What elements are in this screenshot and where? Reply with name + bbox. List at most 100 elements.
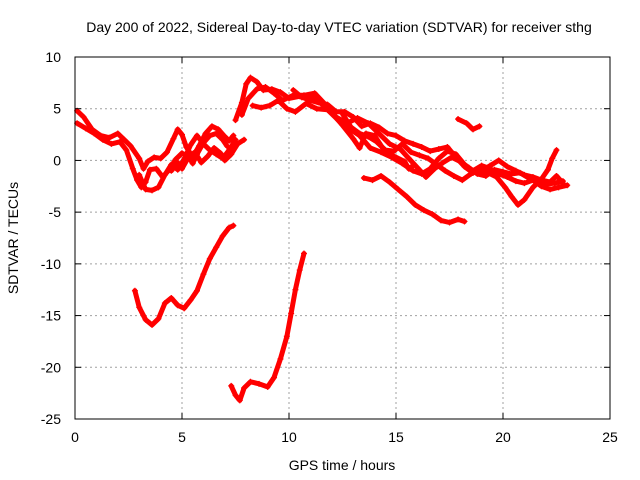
- data-point-marker: [414, 164, 421, 171]
- data-point-marker: [136, 304, 143, 311]
- data-point-marker: [99, 136, 106, 143]
- data-point-marker: [247, 378, 254, 385]
- data-point-marker: [478, 162, 485, 169]
- data-point-marker: [485, 169, 492, 176]
- data-point-marker: [356, 130, 363, 137]
- y-tick-label: 10: [45, 49, 61, 65]
- series-track-13: [228, 250, 307, 404]
- y-tick-label: -5: [49, 204, 62, 220]
- data-point-marker: [512, 167, 519, 174]
- y-tick-labels: 10 5 0 -5 -10 -15 -20 -25: [41, 49, 61, 427]
- data-point-marker: [213, 244, 220, 251]
- data-point-marker: [529, 184, 536, 191]
- data-point-marker: [208, 123, 215, 130]
- series-track-10: [360, 172, 468, 226]
- y-tick-label: -20: [41, 359, 61, 375]
- data-point-marker: [249, 102, 256, 109]
- data-point-marker: [213, 130, 220, 137]
- series-line: [74, 108, 236, 172]
- data-point-marker: [292, 286, 299, 293]
- series-track-04: [168, 136, 248, 174]
- data-point-marker: [547, 186, 554, 193]
- data-point-marker: [204, 153, 211, 160]
- series-track-01: [74, 107, 237, 172]
- data-point-marker: [493, 173, 500, 180]
- data-point-marker: [142, 186, 149, 193]
- data-point-marker: [193, 132, 200, 139]
- x-axis-label: GPS time / hours: [289, 457, 396, 473]
- data-point-marker: [155, 315, 162, 322]
- data-point-marker: [487, 162, 494, 169]
- data-point-marker: [407, 149, 414, 156]
- y-axis-label: SDTVAR / TECUs: [5, 182, 21, 294]
- data-point-marker: [538, 183, 545, 190]
- x-tick-label: 25: [602, 429, 618, 445]
- series-track-08: [290, 87, 566, 187]
- data-point-marker: [433, 161, 440, 168]
- data-point-marker: [553, 172, 560, 179]
- data-point-marker: [399, 140, 406, 147]
- x-tick-labels: 0 5 10 15 20 25: [71, 429, 618, 445]
- data-point-marker: [429, 211, 436, 218]
- data-point-marker: [367, 145, 374, 152]
- data-point-marker: [140, 165, 147, 172]
- data-point-marker: [241, 384, 248, 391]
- data-point-marker: [161, 300, 168, 307]
- data-point-marker: [450, 172, 457, 179]
- data-point-marker: [271, 90, 278, 97]
- data-point-marker: [144, 158, 151, 165]
- data-point-marker: [425, 155, 432, 162]
- data-point-marker: [512, 178, 519, 185]
- data-point-marker: [127, 142, 134, 149]
- data-point-marker: [470, 126, 477, 133]
- data-point-marker: [114, 130, 121, 137]
- data-point-marker: [202, 130, 209, 137]
- tick-marks: [74, 56, 611, 420]
- data-point-marker: [206, 255, 213, 262]
- data-point-marker: [446, 219, 453, 226]
- data-point-marker: [131, 287, 138, 294]
- y-tick-label: -10: [41, 256, 61, 272]
- data-point-marker: [508, 193, 515, 200]
- data-point-marker: [358, 123, 365, 130]
- data-point-marker: [461, 218, 468, 225]
- data-point-marker: [403, 193, 410, 200]
- data-point-marker: [356, 145, 363, 152]
- data-point-marker: [455, 216, 462, 223]
- data-point-marker: [185, 154, 192, 161]
- data-point-marker: [333, 108, 340, 115]
- data-point-marker: [245, 95, 252, 102]
- data-point-marker: [410, 167, 417, 174]
- data-point-marker: [367, 120, 374, 127]
- data-point-marker: [206, 132, 213, 139]
- data-point-marker: [544, 166, 551, 173]
- data-point-marker: [91, 130, 98, 137]
- data-point-marker: [116, 138, 123, 145]
- data-point-marker: [181, 305, 188, 312]
- data-point-marker: [459, 177, 466, 184]
- data-point-marker: [238, 99, 245, 106]
- grid-lines: [75, 57, 610, 419]
- data-point-marker: [82, 125, 89, 132]
- data-point-marker: [521, 171, 528, 178]
- data-point-marker: [189, 160, 196, 167]
- data-point-marker: [529, 173, 536, 180]
- data-point-marker: [228, 151, 235, 158]
- data-point-marker: [521, 196, 528, 203]
- data-point-marker: [283, 333, 290, 340]
- data-point-marker: [412, 201, 419, 208]
- data-point-marker: [444, 143, 451, 150]
- data-point-marker: [564, 182, 571, 189]
- data-point-marker: [168, 294, 175, 301]
- data-point-marker: [463, 120, 470, 127]
- data-point-marker: [288, 310, 295, 317]
- data-point-marker: [365, 133, 372, 140]
- y-tick-label: -15: [41, 308, 61, 324]
- data-point-marker: [315, 99, 322, 106]
- data-point-marker: [228, 382, 235, 389]
- data-point-marker: [174, 126, 181, 133]
- data-point-marker: [335, 117, 342, 124]
- data-point-marker: [232, 117, 239, 124]
- data-point-marker: [395, 186, 402, 193]
